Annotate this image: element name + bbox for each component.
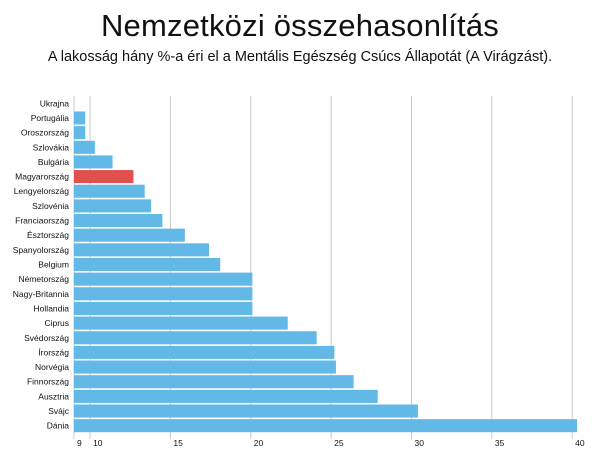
- bar-spanyolország: [74, 243, 209, 257]
- chart-subtitle: A lakosság hány %-a éri el a Mentális Eg…: [47, 49, 553, 65]
- bars: [74, 111, 577, 433]
- bar-szlovénia: [74, 199, 152, 213]
- bar-írország: [74, 345, 335, 359]
- x-tick-label: 20: [254, 438, 264, 448]
- bar-finnország: [74, 375, 354, 389]
- bar-magyarország: [74, 170, 134, 184]
- category-label: Németország: [18, 274, 69, 284]
- category-label: Norvégia: [35, 362, 69, 372]
- category-label: Magyarország: [15, 172, 69, 182]
- x-tick-label: 25: [334, 438, 344, 448]
- bar-hollandia: [74, 301, 253, 315]
- category-label: Dánia: [47, 421, 69, 431]
- x-tick-label: 15: [173, 438, 183, 448]
- category-label: Ausztria: [38, 391, 69, 401]
- category-label: Írország: [38, 347, 69, 357]
- x-tick-label: 35: [495, 438, 505, 448]
- x-tick-label: 9: [77, 438, 82, 448]
- bar-észtország: [74, 228, 185, 242]
- category-label: Ciprus: [44, 318, 69, 328]
- category-labels: Ukrajna Portugália Oroszország Szlovákia Bul…: [13, 98, 70, 430]
- bar-svájc: [74, 404, 418, 418]
- category-label: Szlovákia: [33, 142, 70, 152]
- bar-svédország: [74, 331, 317, 345]
- bar-ciprus: [74, 316, 288, 330]
- category-label: Belgium: [38, 260, 69, 270]
- bar-dánia: [74, 419, 577, 433]
- category-label: Észtország: [27, 230, 69, 240]
- x-tick-label: 30: [414, 438, 424, 448]
- category-label: Finnország: [27, 377, 69, 387]
- category-label: Ukrajna: [40, 98, 70, 108]
- x-tick-label: 40: [575, 438, 585, 448]
- category-label: Spanyolország: [13, 245, 70, 255]
- bar-bulgária: [74, 155, 113, 169]
- category-label: Franciaország: [15, 216, 69, 226]
- bar-nagy-britannia: [74, 287, 253, 301]
- category-label: Svájc: [48, 406, 70, 416]
- bar-németország: [74, 272, 253, 286]
- category-label: Oroszország: [21, 128, 69, 138]
- category-label: Hollandia: [34, 303, 70, 313]
- bar-franciaország: [74, 214, 163, 228]
- category-label: Portugália: [31, 113, 70, 123]
- x-tick-label: 10: [93, 438, 103, 448]
- category-label: Szlovénia: [32, 201, 69, 211]
- bar-szlovákia: [74, 140, 95, 154]
- category-label: Svédország: [24, 333, 69, 343]
- bar-lengyelország: [74, 184, 145, 198]
- bar-belgium: [74, 257, 221, 272]
- bar-ausztria: [74, 389, 378, 403]
- category-label: Nagy-Britannia: [13, 289, 69, 299]
- bar-norvégia: [74, 360, 336, 374]
- bar-oroszország: [74, 126, 86, 140]
- bar-portugália: [74, 111, 86, 125]
- category-label: Lengyelország: [14, 186, 70, 196]
- x-axis-ticks: 9 10 15 20 25 30 35 40: [77, 438, 585, 448]
- chart-title: Nemzetközi összehasonlítás: [100, 8, 500, 43]
- category-label: Bulgária: [38, 157, 69, 167]
